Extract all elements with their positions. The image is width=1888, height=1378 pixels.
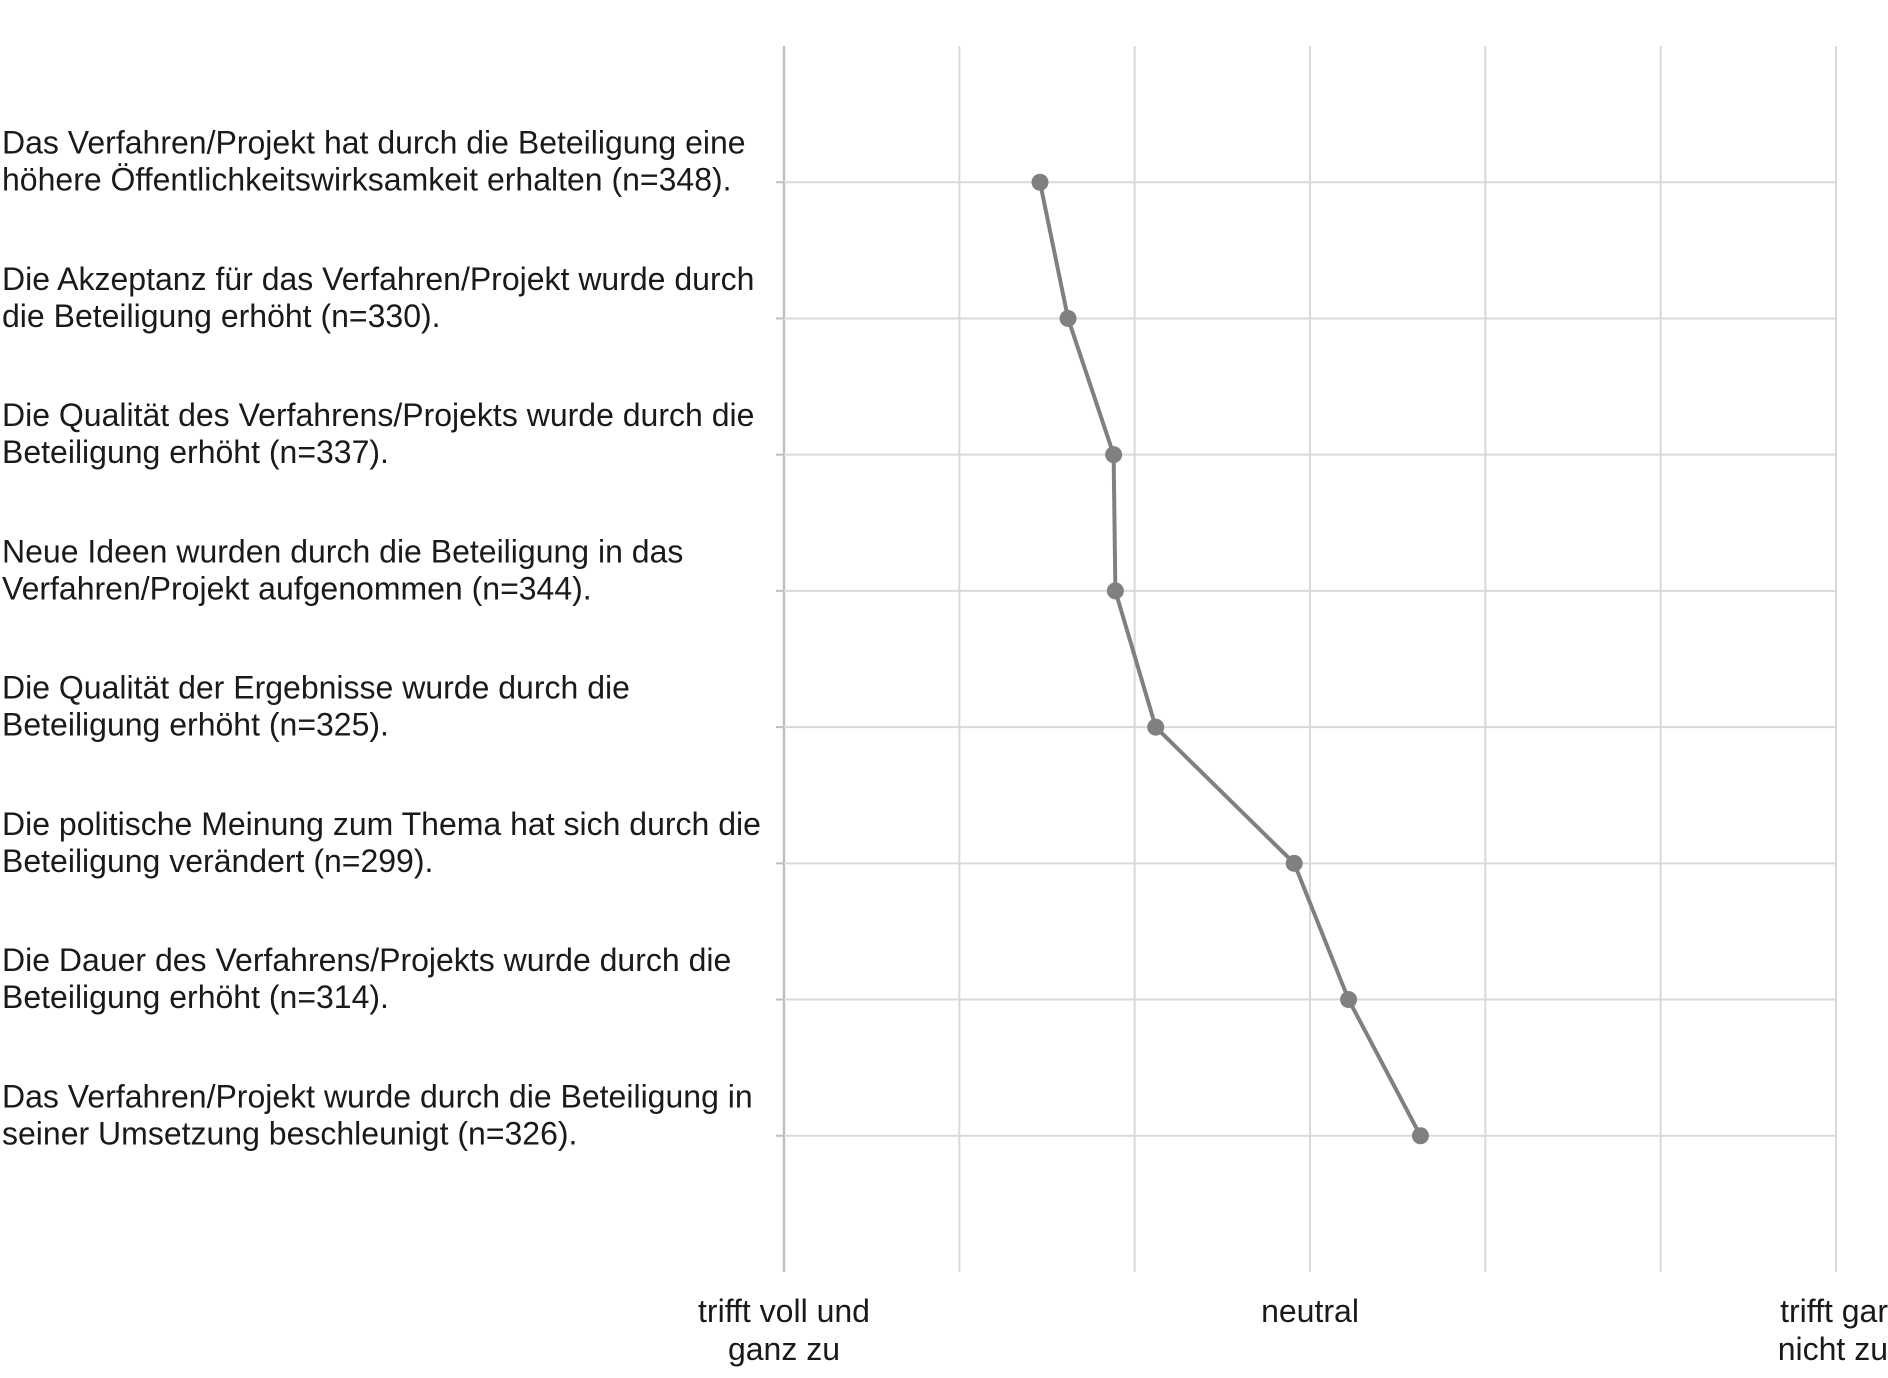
category-label: Die Qualität des Verfahrens/Projekts wur… xyxy=(2,397,754,433)
category-label: Die Dauer des Verfahrens/Projekts wurde … xyxy=(2,942,731,978)
x-tick-label: trifft voll und xyxy=(698,1293,870,1329)
series-line xyxy=(1031,173,1429,1145)
category-label: die Beteiligung erhöht (n=330). xyxy=(2,298,441,334)
series-polyline xyxy=(1038,181,1423,1137)
data-point xyxy=(1147,718,1165,736)
category-label: Beteiligung verändert (n=299). xyxy=(2,843,433,879)
data-point xyxy=(1411,1127,1429,1145)
data-point xyxy=(1340,991,1358,1009)
data-point xyxy=(1059,309,1077,327)
x-tick-label: ganz zu xyxy=(728,1331,840,1367)
category-label: Die Qualität der Ergebnisse wurde durch … xyxy=(2,670,630,706)
grid xyxy=(776,46,1837,1272)
x-tick-label: trifft gar xyxy=(1780,1293,1888,1329)
data-point xyxy=(1285,854,1303,872)
category-label: Verfahren/Projekt aufgenommen (n=344). xyxy=(2,570,592,606)
category-label: Die Akzeptanz für das Verfahren/Projekt … xyxy=(2,261,754,297)
x-tick-label: neutral xyxy=(1261,1293,1359,1329)
category-label: seiner Umsetzung beschleunigt (n=326). xyxy=(2,1115,577,1151)
category-label: Das Verfahren/Projekt hat durch die Bete… xyxy=(2,125,746,161)
category-label: Das Verfahren/Projekt wurde durch die Be… xyxy=(2,1078,753,1114)
category-label: Beteiligung erhöht (n=314). xyxy=(2,979,389,1015)
category-labels: Das Verfahren/Projekt hat durch die Bete… xyxy=(2,125,761,1152)
category-label: Die politische Meinung zum Thema hat sic… xyxy=(2,806,761,842)
category-label: höhere Öffentlichkeitswirksamkeit erhalt… xyxy=(2,162,732,198)
category-label: Neue Ideen wurden durch die Beteiligung … xyxy=(2,533,683,569)
data-point xyxy=(1031,173,1049,191)
data-point xyxy=(1105,446,1123,464)
data-point xyxy=(1106,582,1124,600)
x-tick-label: nicht zu xyxy=(1778,1331,1888,1367)
category-label: Beteiligung erhöht (n=337). xyxy=(2,434,389,470)
category-label: Beteiligung erhöht (n=325). xyxy=(2,707,389,743)
